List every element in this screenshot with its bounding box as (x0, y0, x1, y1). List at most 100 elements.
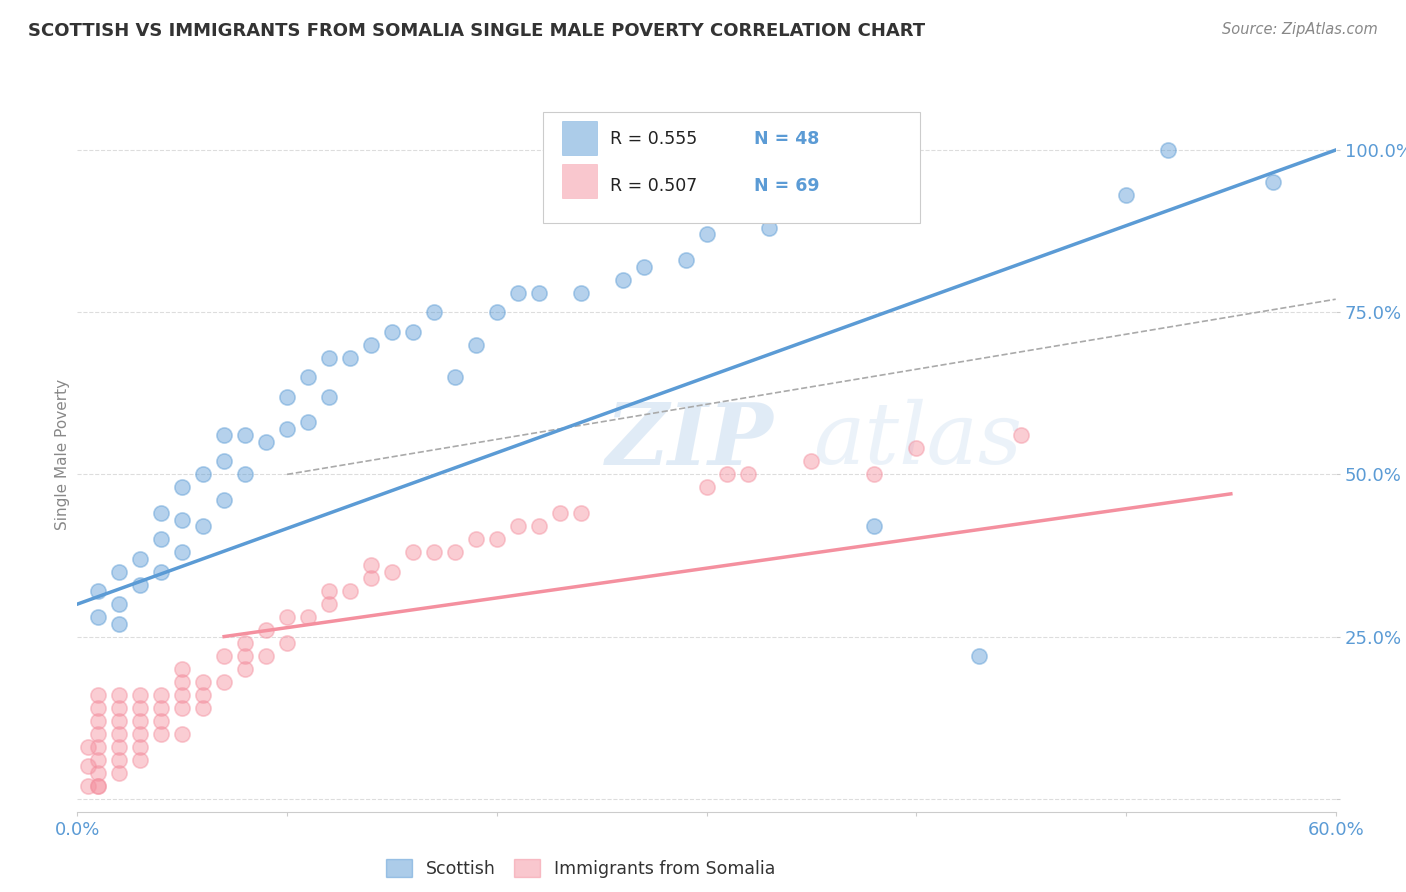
Text: SCOTTISH VS IMMIGRANTS FROM SOMALIA SINGLE MALE POVERTY CORRELATION CHART: SCOTTISH VS IMMIGRANTS FROM SOMALIA SING… (28, 22, 925, 40)
Point (129, 753, 152, 767)
Point (129, 688, 152, 702)
Point (108, 753, 131, 767)
Point (108, 739, 131, 754)
Point (423, 305, 446, 319)
Point (129, 714, 152, 728)
Text: ZIP: ZIP (606, 399, 773, 483)
Point (381, 325, 404, 339)
Point (129, 727, 152, 741)
Point (172, 701, 194, 715)
Point (87, 765, 110, 780)
Point (967, 648, 990, 663)
Point (172, 688, 194, 702)
Point (569, 285, 592, 300)
Point (150, 506, 173, 520)
Point (108, 701, 131, 715)
Text: Source: ZipAtlas.com: Source: ZipAtlas.com (1222, 22, 1378, 37)
Point (318, 584, 340, 599)
Point (254, 648, 277, 663)
Point (191, 467, 215, 482)
Point (339, 351, 361, 365)
Point (150, 714, 173, 728)
Point (191, 519, 215, 533)
Text: atlas: atlas (814, 400, 1022, 482)
Point (191, 701, 215, 715)
Point (233, 428, 256, 442)
Point (129, 701, 152, 715)
Text: N = 48: N = 48 (755, 130, 820, 148)
Point (548, 506, 571, 520)
Point (863, 519, 886, 533)
Point (87, 610, 110, 624)
Point (360, 571, 382, 585)
Point (696, 480, 718, 494)
Point (276, 422, 298, 436)
Point (87, 779, 110, 793)
Point (402, 325, 425, 339)
Point (381, 565, 404, 579)
Point (108, 765, 131, 780)
Point (297, 610, 319, 624)
Point (191, 688, 215, 702)
Point (212, 454, 235, 468)
Point (172, 662, 194, 676)
Point (402, 545, 425, 559)
Point (297, 370, 319, 384)
Point (360, 337, 382, 351)
Point (276, 610, 298, 624)
Point (527, 519, 550, 533)
Point (108, 714, 131, 728)
Point (444, 545, 467, 559)
Point (527, 285, 550, 300)
Point (233, 648, 256, 663)
Point (863, 467, 886, 482)
Point (233, 662, 256, 676)
Point (276, 636, 298, 650)
Point (485, 305, 508, 319)
Point (1157, 143, 1180, 157)
Point (506, 285, 529, 300)
Point (464, 337, 486, 351)
Point (172, 675, 194, 690)
Point (172, 513, 194, 527)
Point (87, 727, 110, 741)
Point (612, 273, 634, 287)
Point (150, 688, 173, 702)
Point (87, 688, 110, 702)
Point (87, 753, 110, 767)
Point (318, 390, 340, 404)
Point (87, 584, 110, 599)
Point (569, 506, 592, 520)
Point (76, 739, 98, 754)
Point (339, 584, 361, 599)
Point (108, 727, 131, 741)
Point (87, 701, 110, 715)
Point (485, 533, 508, 547)
Point (108, 597, 131, 611)
Point (172, 480, 194, 494)
Point (87, 739, 110, 754)
Point (297, 416, 319, 430)
Point (212, 648, 235, 663)
Point (212, 675, 235, 690)
FancyBboxPatch shape (562, 164, 598, 198)
Point (108, 565, 131, 579)
Point (129, 739, 152, 754)
Point (129, 577, 152, 591)
Point (150, 727, 173, 741)
FancyBboxPatch shape (562, 121, 598, 155)
Point (696, 227, 718, 242)
Point (108, 616, 131, 631)
Point (737, 467, 759, 482)
Text: R = 0.555: R = 0.555 (610, 130, 697, 148)
Point (633, 260, 655, 274)
Point (318, 351, 340, 365)
Text: R = 0.507: R = 0.507 (610, 177, 697, 194)
Point (212, 493, 235, 508)
Y-axis label: Single Male Poverty: Single Male Poverty (55, 379, 70, 531)
Point (150, 565, 173, 579)
Point (150, 533, 173, 547)
Point (254, 434, 277, 449)
Point (254, 623, 277, 637)
Point (233, 467, 256, 482)
